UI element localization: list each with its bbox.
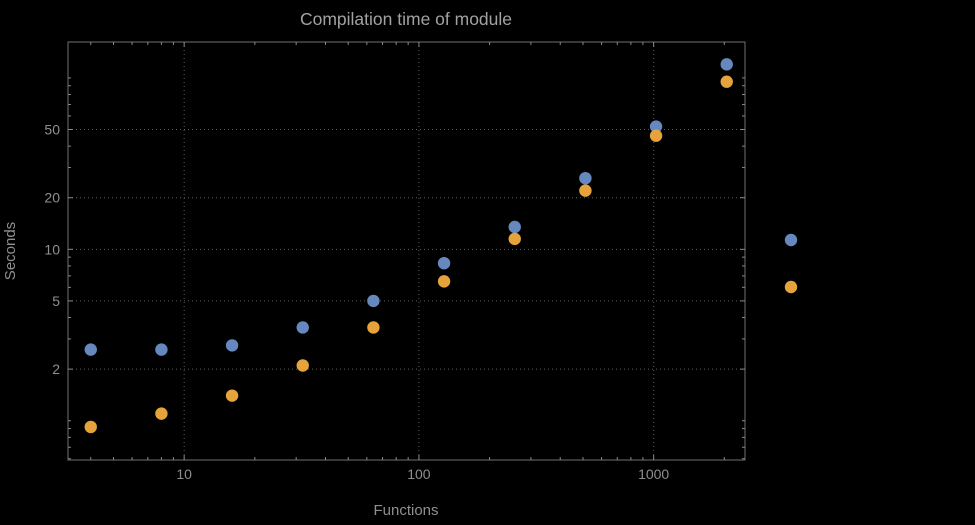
legend-marker-2: [784, 280, 798, 294]
data-point-series-2: [437, 275, 451, 288]
x-tick-label: 100: [407, 466, 431, 482]
plot-frame: [67, 41, 746, 461]
x-tick-label: 10: [176, 466, 192, 482]
chart-title: Compilation time of module: [300, 9, 512, 29]
data-point-series-1: [84, 343, 97, 356]
data-point-series-2: [225, 389, 239, 402]
data-point-series-2: [84, 420, 97, 434]
y-axis-label: Seconds: [2, 222, 19, 280]
data-point-series-2: [720, 75, 733, 88]
data-point-series-1: [437, 256, 451, 270]
legend-marker-1: [784, 233, 798, 247]
data-point-series-1: [579, 171, 592, 185]
data-point-series-2: [579, 184, 592, 197]
x-axis-label: Functions: [373, 502, 438, 519]
data-point-series-1: [367, 294, 380, 308]
y-tick-label: 5: [52, 293, 60, 309]
data-point-series-2: [508, 232, 521, 246]
data-point-series-2: [367, 321, 380, 334]
y-tick-label: 20: [44, 190, 60, 206]
data-point-series-1: [225, 339, 239, 352]
data-point-series-2: [649, 129, 663, 142]
data-point-series-1: [508, 220, 521, 234]
data-point-series-1: [649, 120, 663, 133]
data-point-series-2: [155, 407, 168, 420]
data-point-series-1: [296, 321, 309, 334]
y-tick-label: 2: [52, 361, 60, 377]
data-point-series-2: [296, 359, 309, 372]
y-tick-label: 50: [44, 122, 60, 138]
data-point-series-1: [155, 343, 168, 356]
y-tick-label: 10: [44, 241, 60, 257]
x-tick-label: 1000: [638, 466, 669, 482]
data-point-series-1: [720, 58, 733, 71]
